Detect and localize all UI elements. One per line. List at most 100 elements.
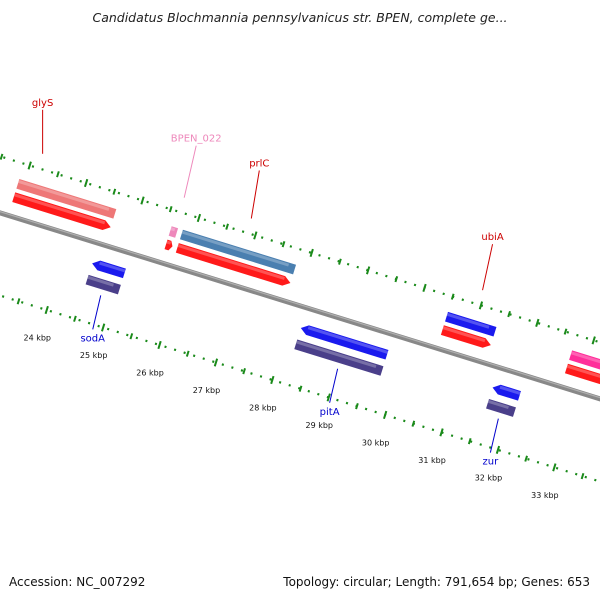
gene-feature-zur-shape xyxy=(486,398,516,417)
gene-cds-zur-highlight xyxy=(499,385,521,395)
scale-tick-label: 33 kbp xyxy=(531,491,559,500)
inner-ring-tick xyxy=(44,305,49,315)
gene-leader-ubia xyxy=(482,244,494,291)
gene-feature-glys-highlight xyxy=(18,179,110,211)
outer-ring-tick xyxy=(225,223,229,230)
outer-ring-tick xyxy=(281,241,286,248)
gene-cds-bpen-022 xyxy=(164,239,173,251)
gene-feature-bpen-022-shape xyxy=(168,226,179,238)
outer-ring-tick xyxy=(365,266,371,275)
gene-feature-unnamed-4-shape xyxy=(569,350,600,382)
outer-ring-tick xyxy=(0,153,4,160)
gene-label-soda: sodA xyxy=(80,333,105,344)
inner-ring-tick xyxy=(580,472,585,480)
gene-cds-soda-shape xyxy=(92,260,126,279)
gene-label-ubia: ubiA xyxy=(481,232,503,243)
outer-ring-tick xyxy=(56,171,60,178)
gene-cds-ubia-shape xyxy=(440,325,491,348)
gene-feature-bpen-022 xyxy=(168,226,179,238)
gene-leader-bpen-022 xyxy=(183,145,197,198)
gene-feature-unnamed-4 xyxy=(569,350,600,382)
outer-ring-tick xyxy=(112,188,117,195)
gene-cds-glys xyxy=(12,192,111,230)
inner-ring-tick xyxy=(185,350,190,357)
gene-cds-prlc xyxy=(175,243,291,286)
inner-ring-tick xyxy=(270,375,275,385)
outer-ring-tick xyxy=(253,231,258,240)
gene-label-pita: pitA xyxy=(320,407,340,418)
scale-tick-label: 31 kbp xyxy=(418,456,446,465)
gene-feature-ubia-highlight xyxy=(446,312,490,329)
gene-label-glys: glyS xyxy=(32,98,53,109)
gene-feature-ubia-shape xyxy=(445,311,497,337)
inner-ring-tick xyxy=(101,323,106,332)
inner-dotted-ring xyxy=(0,294,600,483)
gene-feature-zur-highlight xyxy=(487,399,509,410)
gene-cds-soda xyxy=(92,260,126,279)
accession-label: Accession: NC_007292 xyxy=(9,575,146,589)
inner-ring-tick xyxy=(242,368,246,375)
outer-ring-tick xyxy=(478,301,484,310)
gene-feature-prlc xyxy=(179,229,297,275)
inner-ring-tick xyxy=(16,298,21,305)
outer-ring-tick xyxy=(563,328,568,335)
gene-feature-soda-shape xyxy=(85,274,121,295)
gene-label-bpen-022: BPEN_022 xyxy=(171,134,222,145)
inner-ring-tick xyxy=(383,410,388,420)
gene-label-prlc: prlC xyxy=(249,158,269,169)
gene-cds-bpen-022-shape xyxy=(164,239,173,251)
gene-cds-glys-highlight xyxy=(14,193,106,225)
gene-feature-unnamed-4-highlight xyxy=(570,351,600,374)
scale-tick-label: 27 kbp xyxy=(193,386,221,395)
inner-ring-tick xyxy=(157,340,162,350)
inner-ring-tick xyxy=(495,445,501,455)
gene-label-zur: zur xyxy=(483,457,500,468)
gene-cds-soda-highlight xyxy=(99,261,126,273)
gene-feature-glys-shape xyxy=(16,179,117,219)
gene-cds-unnamed-4 xyxy=(564,363,600,393)
gene-cds-ubia xyxy=(440,325,491,348)
inner-ring-tick xyxy=(411,420,416,427)
inner-ring-tick xyxy=(467,437,472,445)
gene-feature-soda xyxy=(85,274,121,295)
scale-tick-label: 28 kbp xyxy=(249,404,277,413)
inner-ring-tick xyxy=(129,333,134,340)
inner-ring-tick xyxy=(73,315,77,322)
inner-ring-tick xyxy=(439,428,444,437)
gene-cds-bpen-022-highlight xyxy=(166,240,172,245)
gene-cds-pita-highlight xyxy=(307,326,389,354)
gene-cds-zur xyxy=(492,384,521,401)
gene-cds-unnamed-4-shape xyxy=(564,363,600,393)
gene-leader-soda xyxy=(92,295,102,330)
backbone-highlight xyxy=(0,210,600,399)
inner-ring-tick xyxy=(355,403,359,410)
gene-feature-glys xyxy=(16,179,117,219)
gene-feature-pita-highlight xyxy=(296,340,377,368)
inner-ring-tick xyxy=(213,358,219,367)
gene-leader-pita xyxy=(329,368,339,403)
inner-ring-tick xyxy=(298,385,303,392)
outer-ring-tick xyxy=(309,248,314,258)
inner-ring-tick xyxy=(326,393,331,402)
scale-tick-label: 24 kbp xyxy=(24,334,52,343)
map-title: Candidatus Blochmannia pennsylvanicus st… xyxy=(92,10,508,25)
inner-ring-tick xyxy=(552,463,557,472)
scale-tick-label: 32 kbp xyxy=(475,473,503,482)
gene-cds-glys-shape xyxy=(12,192,111,230)
gene-feature-soda-highlight xyxy=(87,275,114,287)
inner-ring-tick xyxy=(524,455,528,462)
outer-ring-tick xyxy=(27,161,32,170)
gene-leader-prlc xyxy=(250,170,260,219)
gene-cds-pita-shape xyxy=(300,325,389,360)
gene-feature-pita xyxy=(294,339,384,376)
outer-ring-tick xyxy=(83,178,89,188)
gene-leader-zur xyxy=(489,418,499,453)
gene-cds-prlc-highlight xyxy=(177,244,285,280)
scale-tick-label: 29 kbp xyxy=(306,421,334,430)
outer-ring-tick xyxy=(338,258,342,265)
gene-cds-ubia-highlight xyxy=(442,326,486,343)
gene-feature-prlc-shape xyxy=(179,229,297,275)
outer-ring-tick xyxy=(394,275,399,283)
gene-feature-zur xyxy=(486,398,516,417)
